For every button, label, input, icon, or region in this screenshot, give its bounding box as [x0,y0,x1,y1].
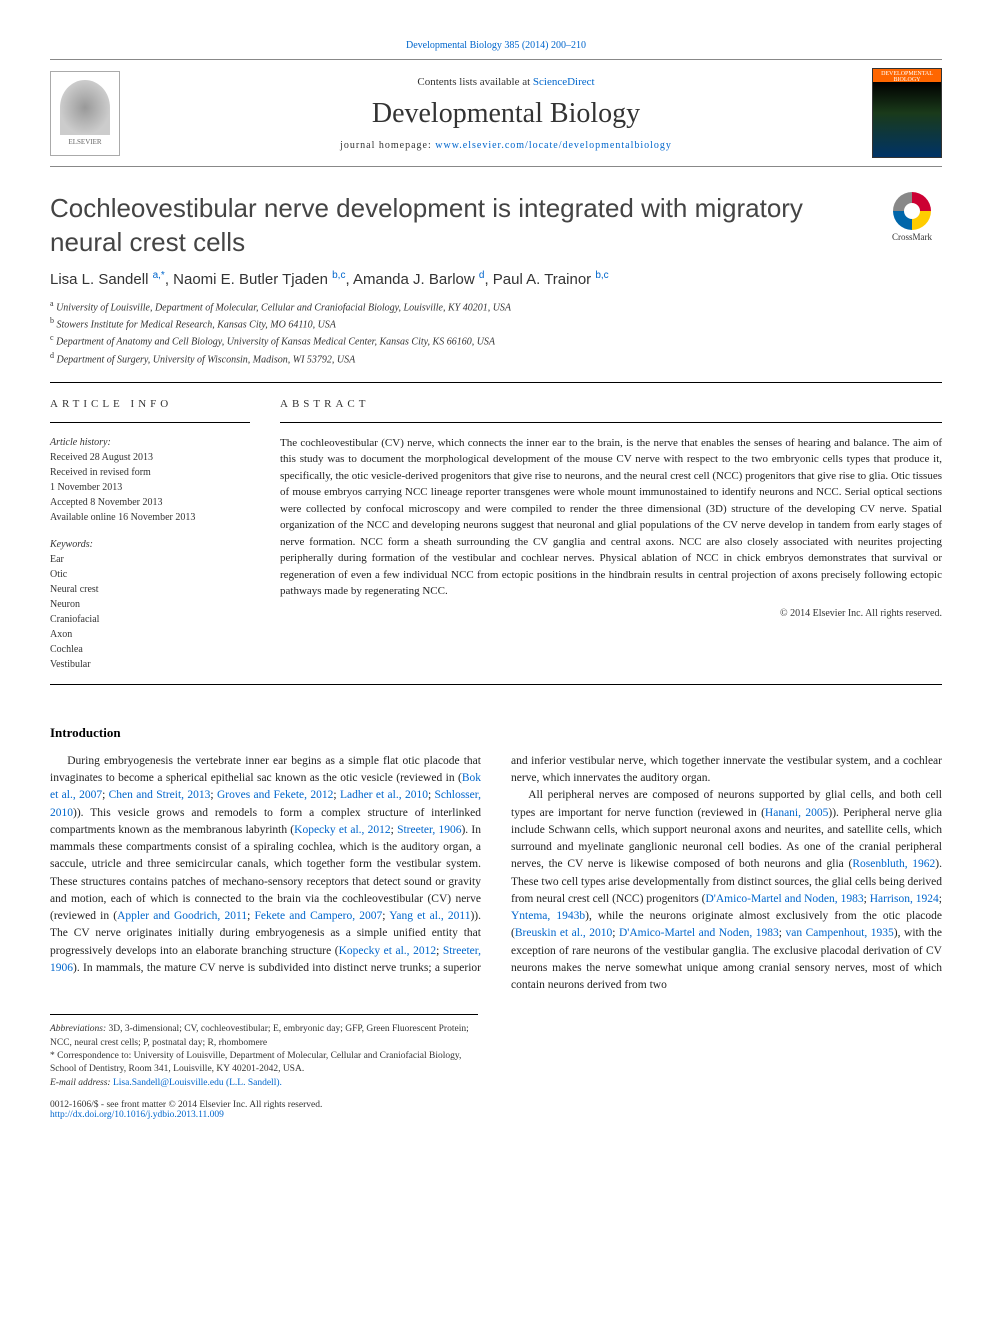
contents-prefix: Contents lists available at [417,76,532,88]
history-label: Article history: [50,435,250,450]
keyword: Cochlea [50,642,250,657]
divider [50,382,942,383]
divider [50,684,942,685]
journal-citation[interactable]: Developmental Biology 385 (2014) 200–210 [50,40,942,51]
affiliation: a University of Louisville, Department o… [50,298,942,315]
author-list: Lisa L. Sandell a,*, Naomi E. Butler Tja… [50,270,942,288]
correspondence: * Correspondence to: University of Louis… [50,1050,478,1077]
issn-line: 0012-1606/$ - see front matter © 2014 El… [50,1100,942,1110]
keyword: Craniofacial [50,612,250,627]
homepage-prefix: journal homepage: [340,140,435,151]
history-received: Received 28 August 2013 [50,450,250,465]
elsevier-logo: ELSEVIER [50,71,120,156]
corr-label: * Correspondence to: [50,1051,131,1061]
abstract-column: abstract The cochleovestibular (CV) nerv… [280,398,942,672]
journal-cover-thumb: DEVELOPMENTAL BIOLOGY [872,68,942,158]
homepage-link[interactable]: www.elsevier.com/locate/developmentalbio… [435,140,672,151]
crossmark-badge[interactable]: CrossMark [882,192,942,242]
elsevier-tree-icon [60,80,110,135]
divider [50,422,250,423]
email-line: E-mail address: Lisa.Sandell@Louisville.… [50,1077,478,1090]
footer-bar: 0012-1606/$ - see front matter © 2014 El… [50,1100,942,1120]
divider [280,422,942,423]
keyword: Neuron [50,597,250,612]
journal-header: ELSEVIER Contents lists available at Sci… [50,59,942,167]
homepage-line: journal homepage: www.elsevier.com/locat… [140,140,872,151]
history-revised: Received in revised form [50,465,250,480]
affiliations: a University of Louisville, Department o… [50,298,942,367]
header-center: Contents lists available at ScienceDirec… [140,76,872,151]
affiliation: b Stowers Institute for Medical Research… [50,315,942,332]
doi-link[interactable]: http://dx.doi.org/10.1016/j.ydbio.2013.1… [50,1110,224,1120]
elsevier-label: ELSEVIER [68,138,101,146]
keyword: Axon [50,627,250,642]
intro-paragraph: All peripheral nerves are composed of ne… [511,787,942,994]
intro-body: During embryogenesis the vertebrate inne… [50,753,942,995]
article-info-label: article info [50,398,250,410]
article-title: Cochleovestibular nerve development is i… [50,192,862,260]
abbrev-text: 3D, 3-dimensional; CV, cochleovestibular… [50,1024,469,1047]
email-link[interactable]: Lisa.Sandell@Louisville.edu (L.L. Sandel… [113,1078,282,1088]
affiliation: d Department of Surgery, University of W… [50,350,942,367]
keyword: Vestibular [50,657,250,672]
keyword: Otic [50,567,250,582]
keywords-label: Keywords: [50,537,250,552]
journal-name: Developmental Biology [140,98,872,130]
history-accepted: Accepted 8 November 2013 [50,495,250,510]
sciencedirect-link[interactable]: ScienceDirect [533,76,595,88]
article-info-column: article info Article history: Received 2… [50,398,250,672]
abstract-label: abstract [280,398,942,410]
keyword: Neural crest [50,582,250,597]
history-revised-date: 1 November 2013 [50,480,250,495]
footnotes: Abbreviations: 3D, 3-dimensional; CV, co… [50,1014,478,1089]
crossmark-icon [893,192,931,230]
crossmark-label: CrossMark [892,232,932,242]
abbreviations: Abbreviations: 3D, 3-dimensional; CV, co… [50,1023,478,1050]
keyword: Ear [50,552,250,567]
history-online: Available online 16 November 2013 [50,510,250,525]
contents-line: Contents lists available at ScienceDirec… [140,76,872,88]
article-history: Article history: Received 28 August 2013… [50,435,250,525]
intro-heading: Introduction [50,725,942,741]
affiliation: c Department of Anatomy and Cell Biology… [50,332,942,349]
keywords-block: Keywords: EarOticNeural crestNeuronCrani… [50,537,250,672]
email-label: E-mail address: [50,1078,113,1088]
abbrev-label: Abbreviations: [50,1024,106,1034]
abstract-text: The cochleovestibular (CV) nerve, which … [280,435,942,600]
copyright: © 2014 Elsevier Inc. All rights reserved… [280,608,942,619]
